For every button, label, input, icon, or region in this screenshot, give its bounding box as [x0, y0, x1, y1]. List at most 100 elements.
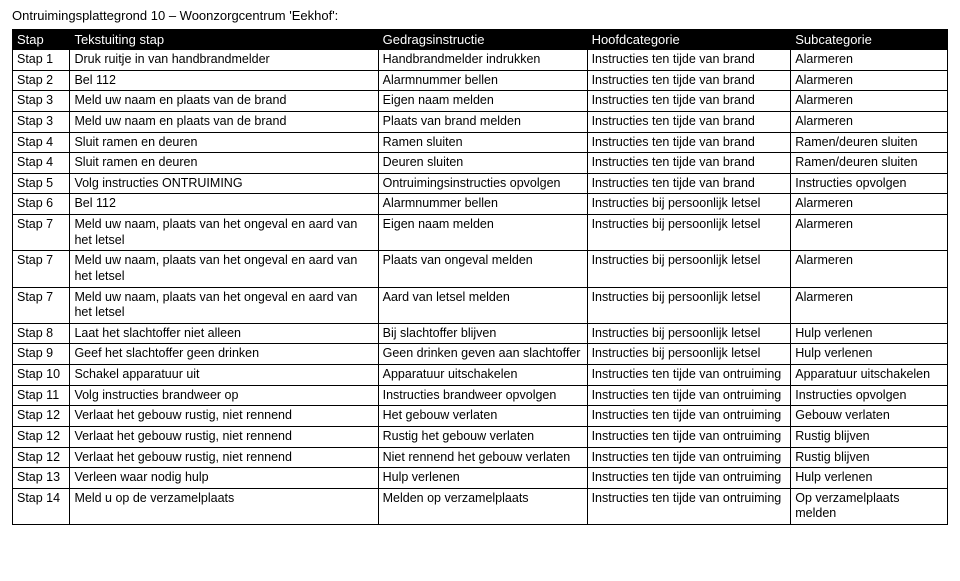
table-cell: Instructies brandweer opvolgen: [378, 385, 587, 406]
table-cell: Ramen/deuren sluiten: [791, 132, 948, 153]
table-row: Stap 10Schakel apparatuur uitApparatuur …: [13, 365, 948, 386]
table-cell: Alarmnummer bellen: [378, 70, 587, 91]
table-cell: Alarmnummer bellen: [378, 194, 587, 215]
table-cell: Bel 112: [70, 70, 378, 91]
table-cell: Hulp verlenen: [791, 323, 948, 344]
table-cell: Hulp verlenen: [791, 344, 948, 365]
header-tekstuiting: Tekstuiting stap: [70, 30, 378, 50]
table-row: Stap 4Sluit ramen en deurenDeuren sluite…: [13, 153, 948, 174]
table-cell: Alarmeren: [791, 287, 948, 323]
table-cell: Alarmeren: [791, 194, 948, 215]
table-cell: Stap 6: [13, 194, 70, 215]
table-row: Stap 3Meld uw naam en plaats van de bran…: [13, 91, 948, 112]
table-cell: Sluit ramen en deuren: [70, 132, 378, 153]
table-row: Stap 5Volg instructies ONTRUIMINGOntruim…: [13, 173, 948, 194]
table-cell: Alarmeren: [791, 70, 948, 91]
table-cell: Instructies ten tijde van ontruiming: [587, 406, 791, 427]
table-cell: Stap 14: [13, 488, 70, 524]
table-cell: Instructies ten tijde van ontruiming: [587, 468, 791, 489]
header-stap: Stap: [13, 30, 70, 50]
table-cell: Verlaat het gebouw rustig, niet rennend: [70, 447, 378, 468]
table-row: Stap 1Druk ruitje in van handbrandmelder…: [13, 50, 948, 71]
table-cell: Alarmeren: [791, 251, 948, 287]
table-cell: Rustig het gebouw verlaten: [378, 426, 587, 447]
table-row: Stap 7Meld uw naam, plaats van het ongev…: [13, 215, 948, 251]
table-row: Stap 12Verlaat het gebouw rustig, niet r…: [13, 406, 948, 427]
table-cell: Volg instructies ONTRUIMING: [70, 173, 378, 194]
table-cell: Ramen sluiten: [378, 132, 587, 153]
table-cell: Meld uw naam, plaats van het ongeval en …: [70, 215, 378, 251]
table-cell: Stap 9: [13, 344, 70, 365]
table-cell: Instructies ten tijde van brand: [587, 132, 791, 153]
table-cell: Meld uw naam, plaats van het ongeval en …: [70, 251, 378, 287]
table-cell: Hulp verlenen: [791, 468, 948, 489]
table-cell: Melden op verzamelplaats: [378, 488, 587, 524]
table-cell: Sluit ramen en deuren: [70, 153, 378, 174]
table-cell: Instructies bij persoonlijk letsel: [587, 194, 791, 215]
table-cell: Instructies ten tijde van ontruiming: [587, 385, 791, 406]
table-cell: Deuren sluiten: [378, 153, 587, 174]
table-cell: Instructies opvolgen: [791, 173, 948, 194]
table-cell: Stap 2: [13, 70, 70, 91]
table-cell: Rustig blijven: [791, 426, 948, 447]
instruction-table: Stap Tekstuiting stap Gedragsinstructie …: [12, 29, 948, 525]
table-cell: Alarmeren: [791, 50, 948, 71]
table-cell: Stap 1: [13, 50, 70, 71]
table-cell: Schakel apparatuur uit: [70, 365, 378, 386]
table-cell: Apparatuur uitschakelen: [791, 365, 948, 386]
table-cell: Meld uw naam, plaats van het ongeval en …: [70, 287, 378, 323]
table-cell: Laat het slachtoffer niet alleen: [70, 323, 378, 344]
table-cell: Stap 10: [13, 365, 70, 386]
table-cell: Stap 7: [13, 215, 70, 251]
table-cell: Instructies ten tijde van brand: [587, 173, 791, 194]
table-row: Stap 11Volg instructies brandweer opInst…: [13, 385, 948, 406]
table-cell: Instructies bij persoonlijk letsel: [587, 344, 791, 365]
table-cell: Verlaat het gebouw rustig, niet rennend: [70, 426, 378, 447]
table-cell: Druk ruitje in van handbrandmelder: [70, 50, 378, 71]
table-cell: Instructies bij persoonlijk letsel: [587, 323, 791, 344]
table-cell: Apparatuur uitschakelen: [378, 365, 587, 386]
table-row: Stap 12Verlaat het gebouw rustig, niet r…: [13, 426, 948, 447]
table-cell: Alarmeren: [791, 215, 948, 251]
table-row: Stap 12Verlaat het gebouw rustig, niet r…: [13, 447, 948, 468]
table-cell: Stap 12: [13, 406, 70, 427]
table-cell: Ramen/deuren sluiten: [791, 153, 948, 174]
table-cell: Plaats van ongeval melden: [378, 251, 587, 287]
table-cell: Niet rennend het gebouw verlaten: [378, 447, 587, 468]
table-row: Stap 7Meld uw naam, plaats van het ongev…: [13, 287, 948, 323]
table-cell: Plaats van brand melden: [378, 111, 587, 132]
table-cell: Op verzamelplaats melden: [791, 488, 948, 524]
table-row: Stap 3Meld uw naam en plaats van de bran…: [13, 111, 948, 132]
table-cell: Instructies bij persoonlijk letsel: [587, 215, 791, 251]
table-cell: Meld u op de verzamelplaats: [70, 488, 378, 524]
table-cell: Instructies ten tijde van brand: [587, 153, 791, 174]
table-cell: Stap 11: [13, 385, 70, 406]
table-row: Stap 9Geef het slachtoffer geen drinkenG…: [13, 344, 948, 365]
table-cell: Bij slachtoffer blijven: [378, 323, 587, 344]
table-cell: Instructies ten tijde van brand: [587, 111, 791, 132]
table-row: Stap 4Sluit ramen en deurenRamen sluiten…: [13, 132, 948, 153]
header-subcategorie: Subcategorie: [791, 30, 948, 50]
table-cell: Instructies ten tijde van ontruiming: [587, 426, 791, 447]
table-cell: Stap 12: [13, 447, 70, 468]
table-cell: Instructies ten tijde van brand: [587, 70, 791, 91]
table-body: Stap 1Druk ruitje in van handbrandmelder…: [13, 50, 948, 525]
table-cell: Gebouw verlaten: [791, 406, 948, 427]
table-cell: Meld uw naam en plaats van de brand: [70, 91, 378, 112]
table-cell: Eigen naam melden: [378, 91, 587, 112]
table-row: Stap 7Meld uw naam, plaats van het ongev…: [13, 251, 948, 287]
table-header-row: Stap Tekstuiting stap Gedragsinstructie …: [13, 30, 948, 50]
table-cell: Meld uw naam en plaats van de brand: [70, 111, 378, 132]
table-cell: Stap 13: [13, 468, 70, 489]
table-cell: Bel 112: [70, 194, 378, 215]
table-cell: Instructies bij persoonlijk letsel: [587, 287, 791, 323]
table-cell: Verlaat het gebouw rustig, niet rennend: [70, 406, 378, 427]
table-cell: Stap 5: [13, 173, 70, 194]
table-cell: Ontruimingsinstructies opvolgen: [378, 173, 587, 194]
table-row: Stap 13Verleen waar nodig hulp Hulp verle…: [13, 468, 948, 489]
table-cell: Aard van letsel melden: [378, 287, 587, 323]
table-cell: Instructies bij persoonlijk letsel: [587, 251, 791, 287]
table-cell: Verleen waar nodig hulp: [70, 468, 378, 489]
table-cell: Stap 3: [13, 111, 70, 132]
table-row: Stap 14Meld u op de verzamelplaatsMelden…: [13, 488, 948, 524]
